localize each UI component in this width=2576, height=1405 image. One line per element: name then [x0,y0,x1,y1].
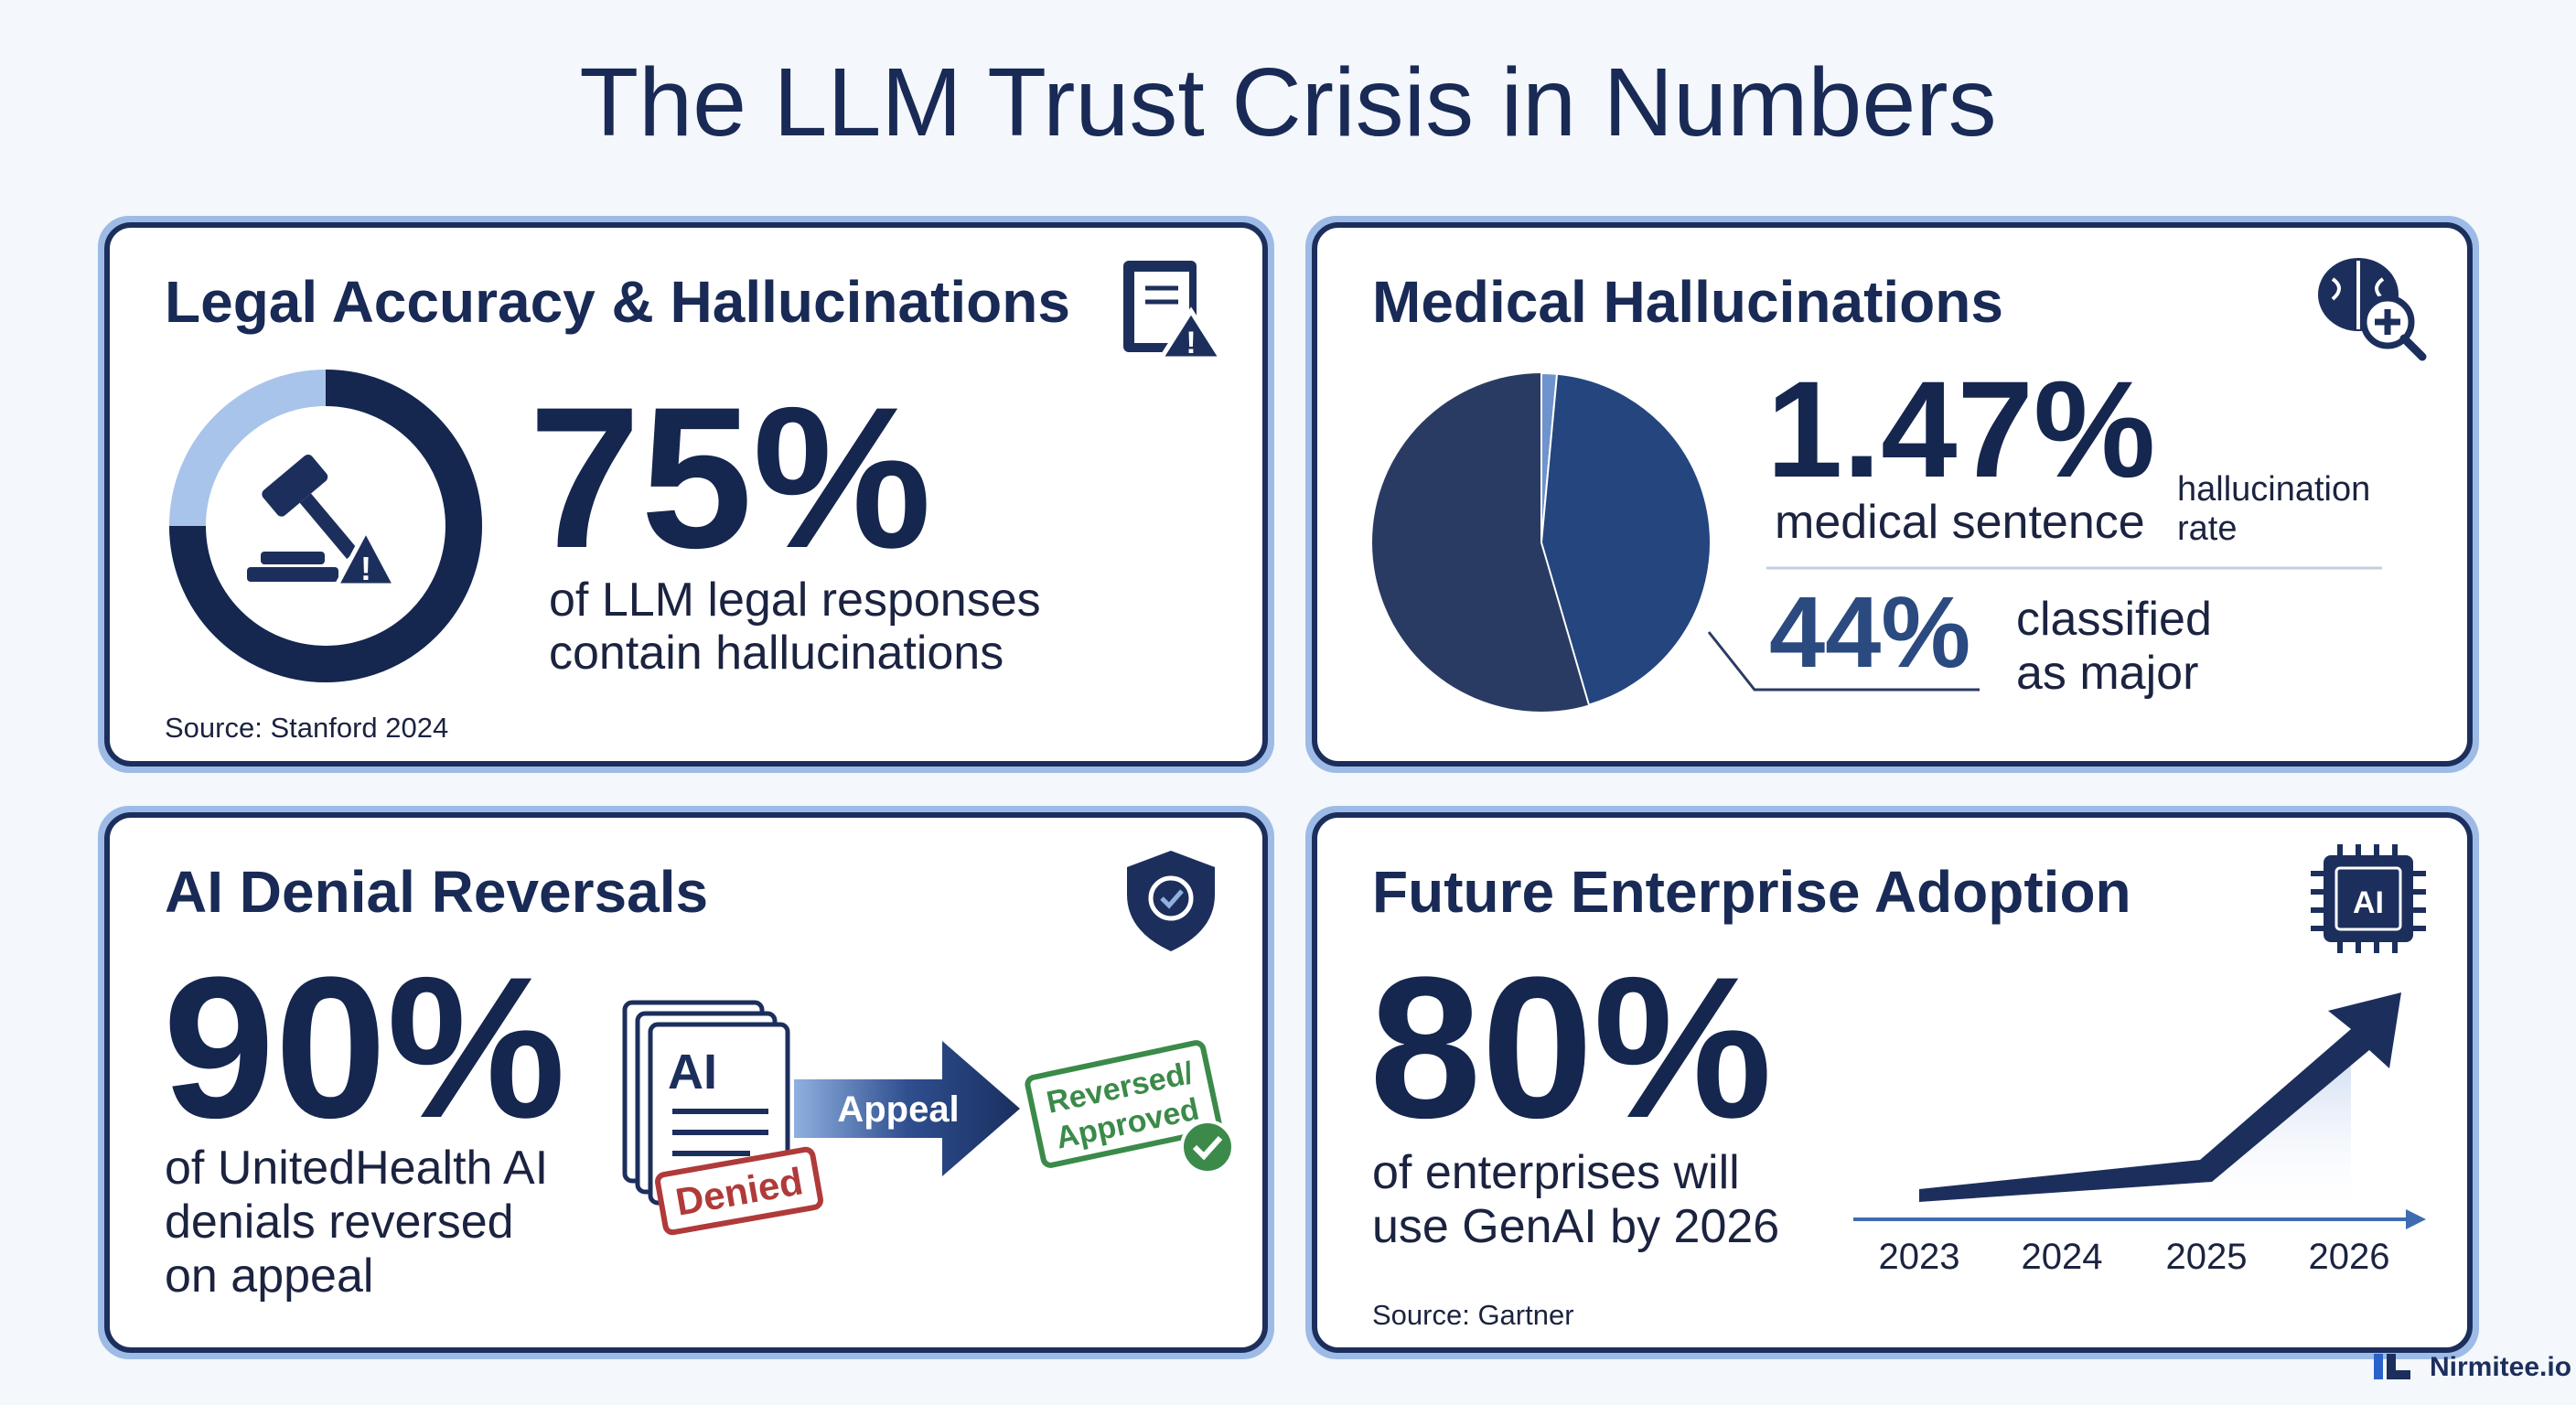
year-label: 2025 [2166,1237,2248,1277]
document-label: AI [668,1045,717,1099]
gavel-icon: ! [247,454,400,588]
donut-arc [169,370,482,682]
pie-slice [1540,372,1712,706]
chip-label: AI [2353,885,2384,920]
year-label: 2024 [2022,1237,2103,1277]
stat: 1.47% [1766,352,2155,506]
year-label: 2026 [2309,1237,2390,1277]
description: of UnitedHealth AI [165,1142,548,1195]
stat: 90% [163,935,565,1160]
source: Source: Gartner [1372,1299,1574,1331]
description: of LLM legal responses [549,574,1041,627]
brain-icon [2318,258,2427,361]
arrow-label: Appeal [837,1089,959,1130]
shield-icon [1127,851,1215,951]
leader-line [1707,631,1980,692]
card-heading: AI Denial Reversals [165,859,708,925]
description: denials reversed [165,1196,514,1249]
timeline-arrowhead [2406,1209,2426,1229]
brand-logo [2374,1354,2410,1379]
card-heading: Future Enterprise Adoption [1372,859,2131,925]
chip-icon [2311,844,2426,953]
description: contain hallucinations [549,627,1004,680]
svg-text:!: ! [1186,326,1196,360]
stat: 80% [1369,935,1772,1160]
source: Source: Stanford 2024 [165,712,448,744]
stat-caption: medical sentence [1775,496,2145,549]
secondary-caption: as major [2016,647,2198,700]
stat: 75% [529,365,931,590]
book-icon: ! [1123,261,1226,361]
denied-stamp: Denied [655,1146,823,1236]
description: on appeal [165,1249,373,1303]
check-badge [1180,1120,1235,1174]
description: use GenAI by 2026 [1372,1200,1779,1253]
year-label: 2023 [1879,1237,1960,1277]
stat-note: rate [2177,509,2237,548]
appeal-arrow [794,1041,1020,1176]
secondary-caption: classified [2016,593,2212,646]
description: of enterprises will [1372,1146,1740,1199]
svg-text:!: ! [360,550,371,587]
card-heading: Legal Accuracy & Hallucinations [165,269,1070,335]
card-heading: Medical Hallucinations [1372,269,2003,335]
trend-arrow [1919,992,2401,1202]
brand-name: Nirmitee.io [2430,1352,2571,1382]
page-title: The LLM Trust Crisis in Numbers [579,48,1996,156]
stat-note: hallucination [2177,470,2370,509]
secondary-stat: 44% [1769,576,1970,689]
